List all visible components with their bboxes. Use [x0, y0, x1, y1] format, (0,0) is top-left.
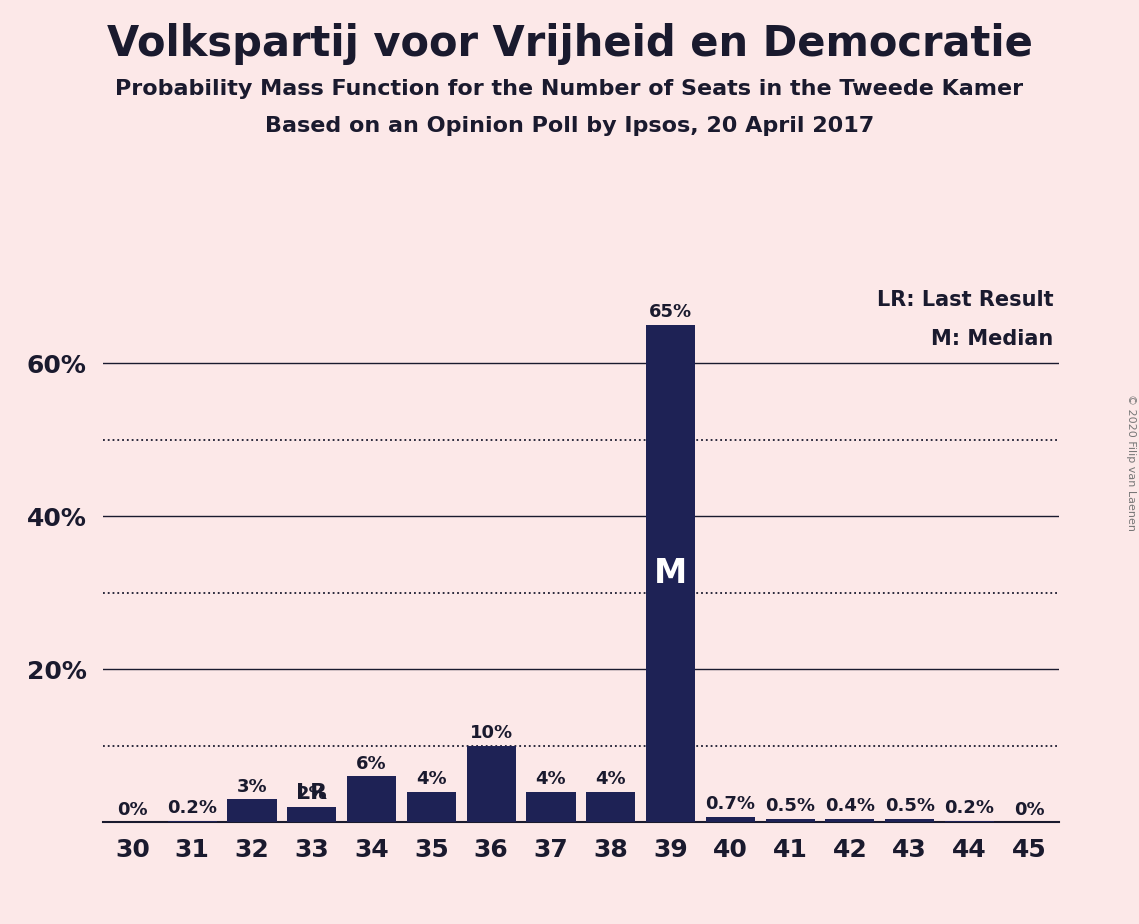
Text: 4%: 4% — [596, 770, 626, 788]
Bar — [945, 821, 994, 822]
Bar — [407, 792, 456, 822]
Bar — [587, 792, 636, 822]
Bar — [347, 776, 396, 822]
Bar — [228, 799, 277, 822]
Text: 0.5%: 0.5% — [765, 796, 816, 815]
Text: 3%: 3% — [237, 778, 268, 796]
Text: M: M — [654, 557, 687, 590]
Text: 4%: 4% — [535, 770, 566, 788]
Text: 0.2%: 0.2% — [167, 799, 218, 817]
Text: 65%: 65% — [649, 303, 693, 321]
Bar — [287, 807, 336, 822]
Text: Probability Mass Function for the Number of Seats in the Tweede Kamer: Probability Mass Function for the Number… — [115, 79, 1024, 99]
Text: © 2020 Filip van Laenen: © 2020 Filip van Laenen — [1126, 394, 1136, 530]
Text: 2%: 2% — [296, 785, 327, 803]
Text: LR: LR — [296, 784, 327, 803]
Text: 0.2%: 0.2% — [944, 799, 994, 817]
Text: 10%: 10% — [469, 724, 513, 742]
Text: M: Median: M: Median — [931, 329, 1054, 348]
Text: 6%: 6% — [357, 755, 387, 772]
Text: 4%: 4% — [416, 770, 446, 788]
Bar — [826, 820, 875, 822]
Bar — [526, 792, 575, 822]
Bar — [706, 817, 755, 822]
Text: 0%: 0% — [117, 800, 148, 819]
Bar — [885, 819, 934, 822]
Text: Based on an Opinion Poll by Ipsos, 20 April 2017: Based on an Opinion Poll by Ipsos, 20 Ap… — [265, 116, 874, 136]
Text: 0%: 0% — [1014, 800, 1044, 819]
Text: 0.4%: 0.4% — [825, 797, 875, 816]
Text: Volkspartij voor Vrijheid en Democratie: Volkspartij voor Vrijheid en Democratie — [107, 23, 1032, 65]
Bar — [167, 821, 216, 822]
Text: 0.7%: 0.7% — [705, 796, 755, 813]
Text: LR: Last Result: LR: Last Result — [877, 290, 1054, 310]
Text: 0.5%: 0.5% — [885, 796, 935, 815]
Bar — [646, 324, 695, 822]
Bar — [765, 819, 814, 822]
Bar — [467, 746, 516, 822]
